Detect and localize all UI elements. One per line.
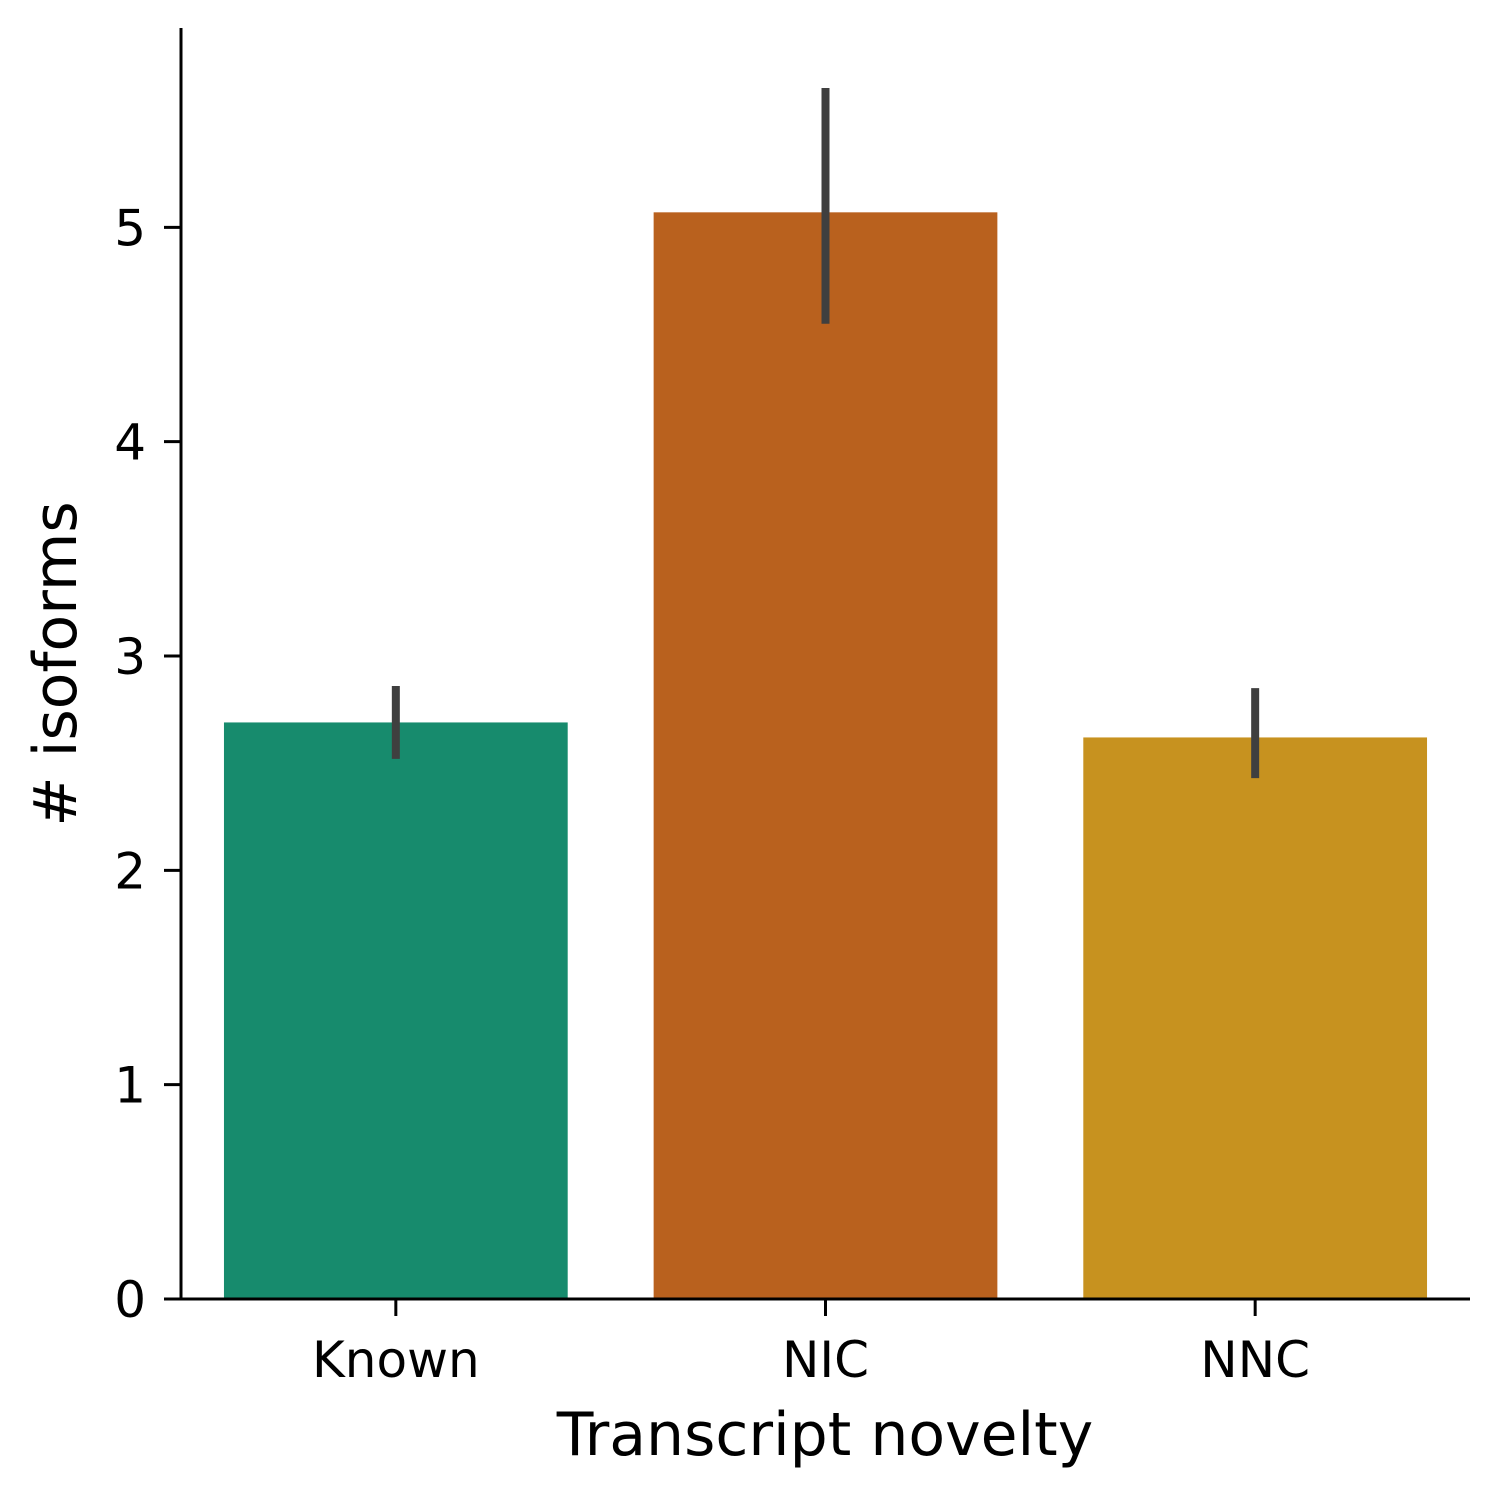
bar-nic xyxy=(653,212,998,1299)
bar-known xyxy=(223,722,568,1299)
error-bars-layer xyxy=(391,88,1260,779)
x-tick-label-known: Known xyxy=(312,1331,480,1389)
y-tick-label: 4 xyxy=(114,414,146,472)
y-tick-label: 0 xyxy=(114,1271,146,1329)
x-tick-label-nic: NIC xyxy=(782,1331,869,1389)
y-ticks: 0 1 2 3 4 5 xyxy=(114,199,181,1329)
bar-nnc xyxy=(1083,737,1428,1299)
y-tick-label: 1 xyxy=(114,1057,146,1115)
y-tick-label: 2 xyxy=(114,842,146,900)
x-tick-label-nnc: NNC xyxy=(1200,1331,1310,1389)
x-ticks: Known NIC NNC xyxy=(312,1299,1310,1389)
x-axis-title: Transcript novelty xyxy=(556,1400,1093,1470)
bars-layer xyxy=(223,212,1428,1299)
y-tick-label: 5 xyxy=(114,199,146,257)
y-axis-title: # isoforms xyxy=(21,501,91,826)
y-tick-label: 3 xyxy=(114,628,146,686)
